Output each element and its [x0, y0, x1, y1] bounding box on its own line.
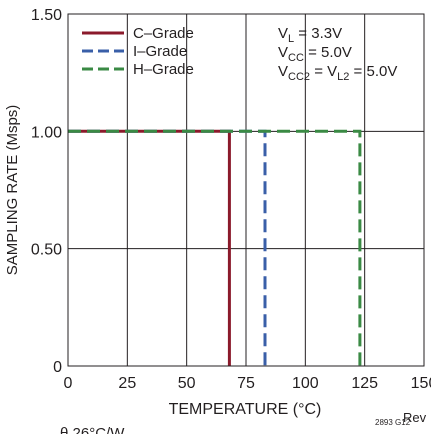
legend-label: H–Grade: [133, 61, 194, 78]
condition-annotation: VL = 3.3V: [278, 25, 342, 45]
revision-label: Rev: [403, 410, 427, 425]
x-tick-label: 0: [64, 375, 73, 392]
y-tick-label: 1.50: [31, 7, 62, 24]
series-layer: [68, 129, 362, 366]
x-tick-labels: 0 25 50 75 100 125 150: [64, 375, 431, 392]
y-tick-label: 0.50: [31, 242, 62, 259]
x-tick-label: 50: [178, 375, 196, 392]
plot-frame: [67, 13, 425, 367]
figure-code: 2893 G12: [375, 418, 411, 427]
condition-annotation: VCC2 = VL2 = 5.0V: [278, 63, 397, 83]
y-tick-label: 1.00: [31, 124, 62, 141]
x-tick-label: 100: [292, 375, 319, 392]
condition-annotation: VCC = 5.0V: [278, 44, 352, 64]
legend-label: C–Grade: [133, 25, 194, 42]
x-axis-label: TEMPERATURE (°C): [169, 401, 322, 418]
cut-off-text: θ 26°C/W: [60, 425, 125, 434]
x-tick-label: 75: [237, 375, 255, 392]
y-tick-label: 0: [53, 359, 62, 376]
y-tick-labels: 0 0.50 1.00 1.50: [31, 7, 62, 376]
x-tick-label: 125: [351, 375, 378, 392]
legend-label: I–Grade: [133, 43, 187, 60]
series-line-3: [68, 129, 362, 366]
x-tick-label: 150: [411, 375, 431, 392]
x-tick-label: 25: [118, 375, 136, 392]
y-axis-label: SAMPLING RATE (Msps): [4, 105, 21, 276]
